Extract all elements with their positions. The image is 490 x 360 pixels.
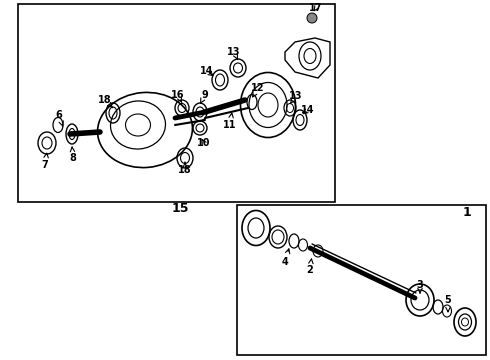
Text: 5: 5 xyxy=(444,295,451,312)
Text: 13: 13 xyxy=(227,47,241,60)
Text: 15: 15 xyxy=(171,202,189,215)
Text: 10: 10 xyxy=(197,138,211,148)
Text: 2: 2 xyxy=(307,259,314,275)
Text: 9: 9 xyxy=(200,90,208,103)
Text: 1: 1 xyxy=(463,206,471,219)
Text: 18: 18 xyxy=(178,162,192,175)
Ellipse shape xyxy=(307,13,317,23)
Text: 8: 8 xyxy=(70,147,76,163)
Text: 18: 18 xyxy=(98,95,113,108)
Text: 12: 12 xyxy=(251,83,265,97)
Text: 7: 7 xyxy=(42,153,49,170)
Text: 14: 14 xyxy=(301,105,315,115)
Text: 13: 13 xyxy=(289,91,303,104)
Text: 11: 11 xyxy=(223,113,237,130)
Text: 14: 14 xyxy=(200,66,214,76)
Text: 6: 6 xyxy=(56,110,63,126)
Text: 3: 3 xyxy=(416,280,423,293)
Text: 16: 16 xyxy=(171,90,185,103)
Text: 17: 17 xyxy=(309,3,323,13)
Text: 4: 4 xyxy=(282,249,290,267)
